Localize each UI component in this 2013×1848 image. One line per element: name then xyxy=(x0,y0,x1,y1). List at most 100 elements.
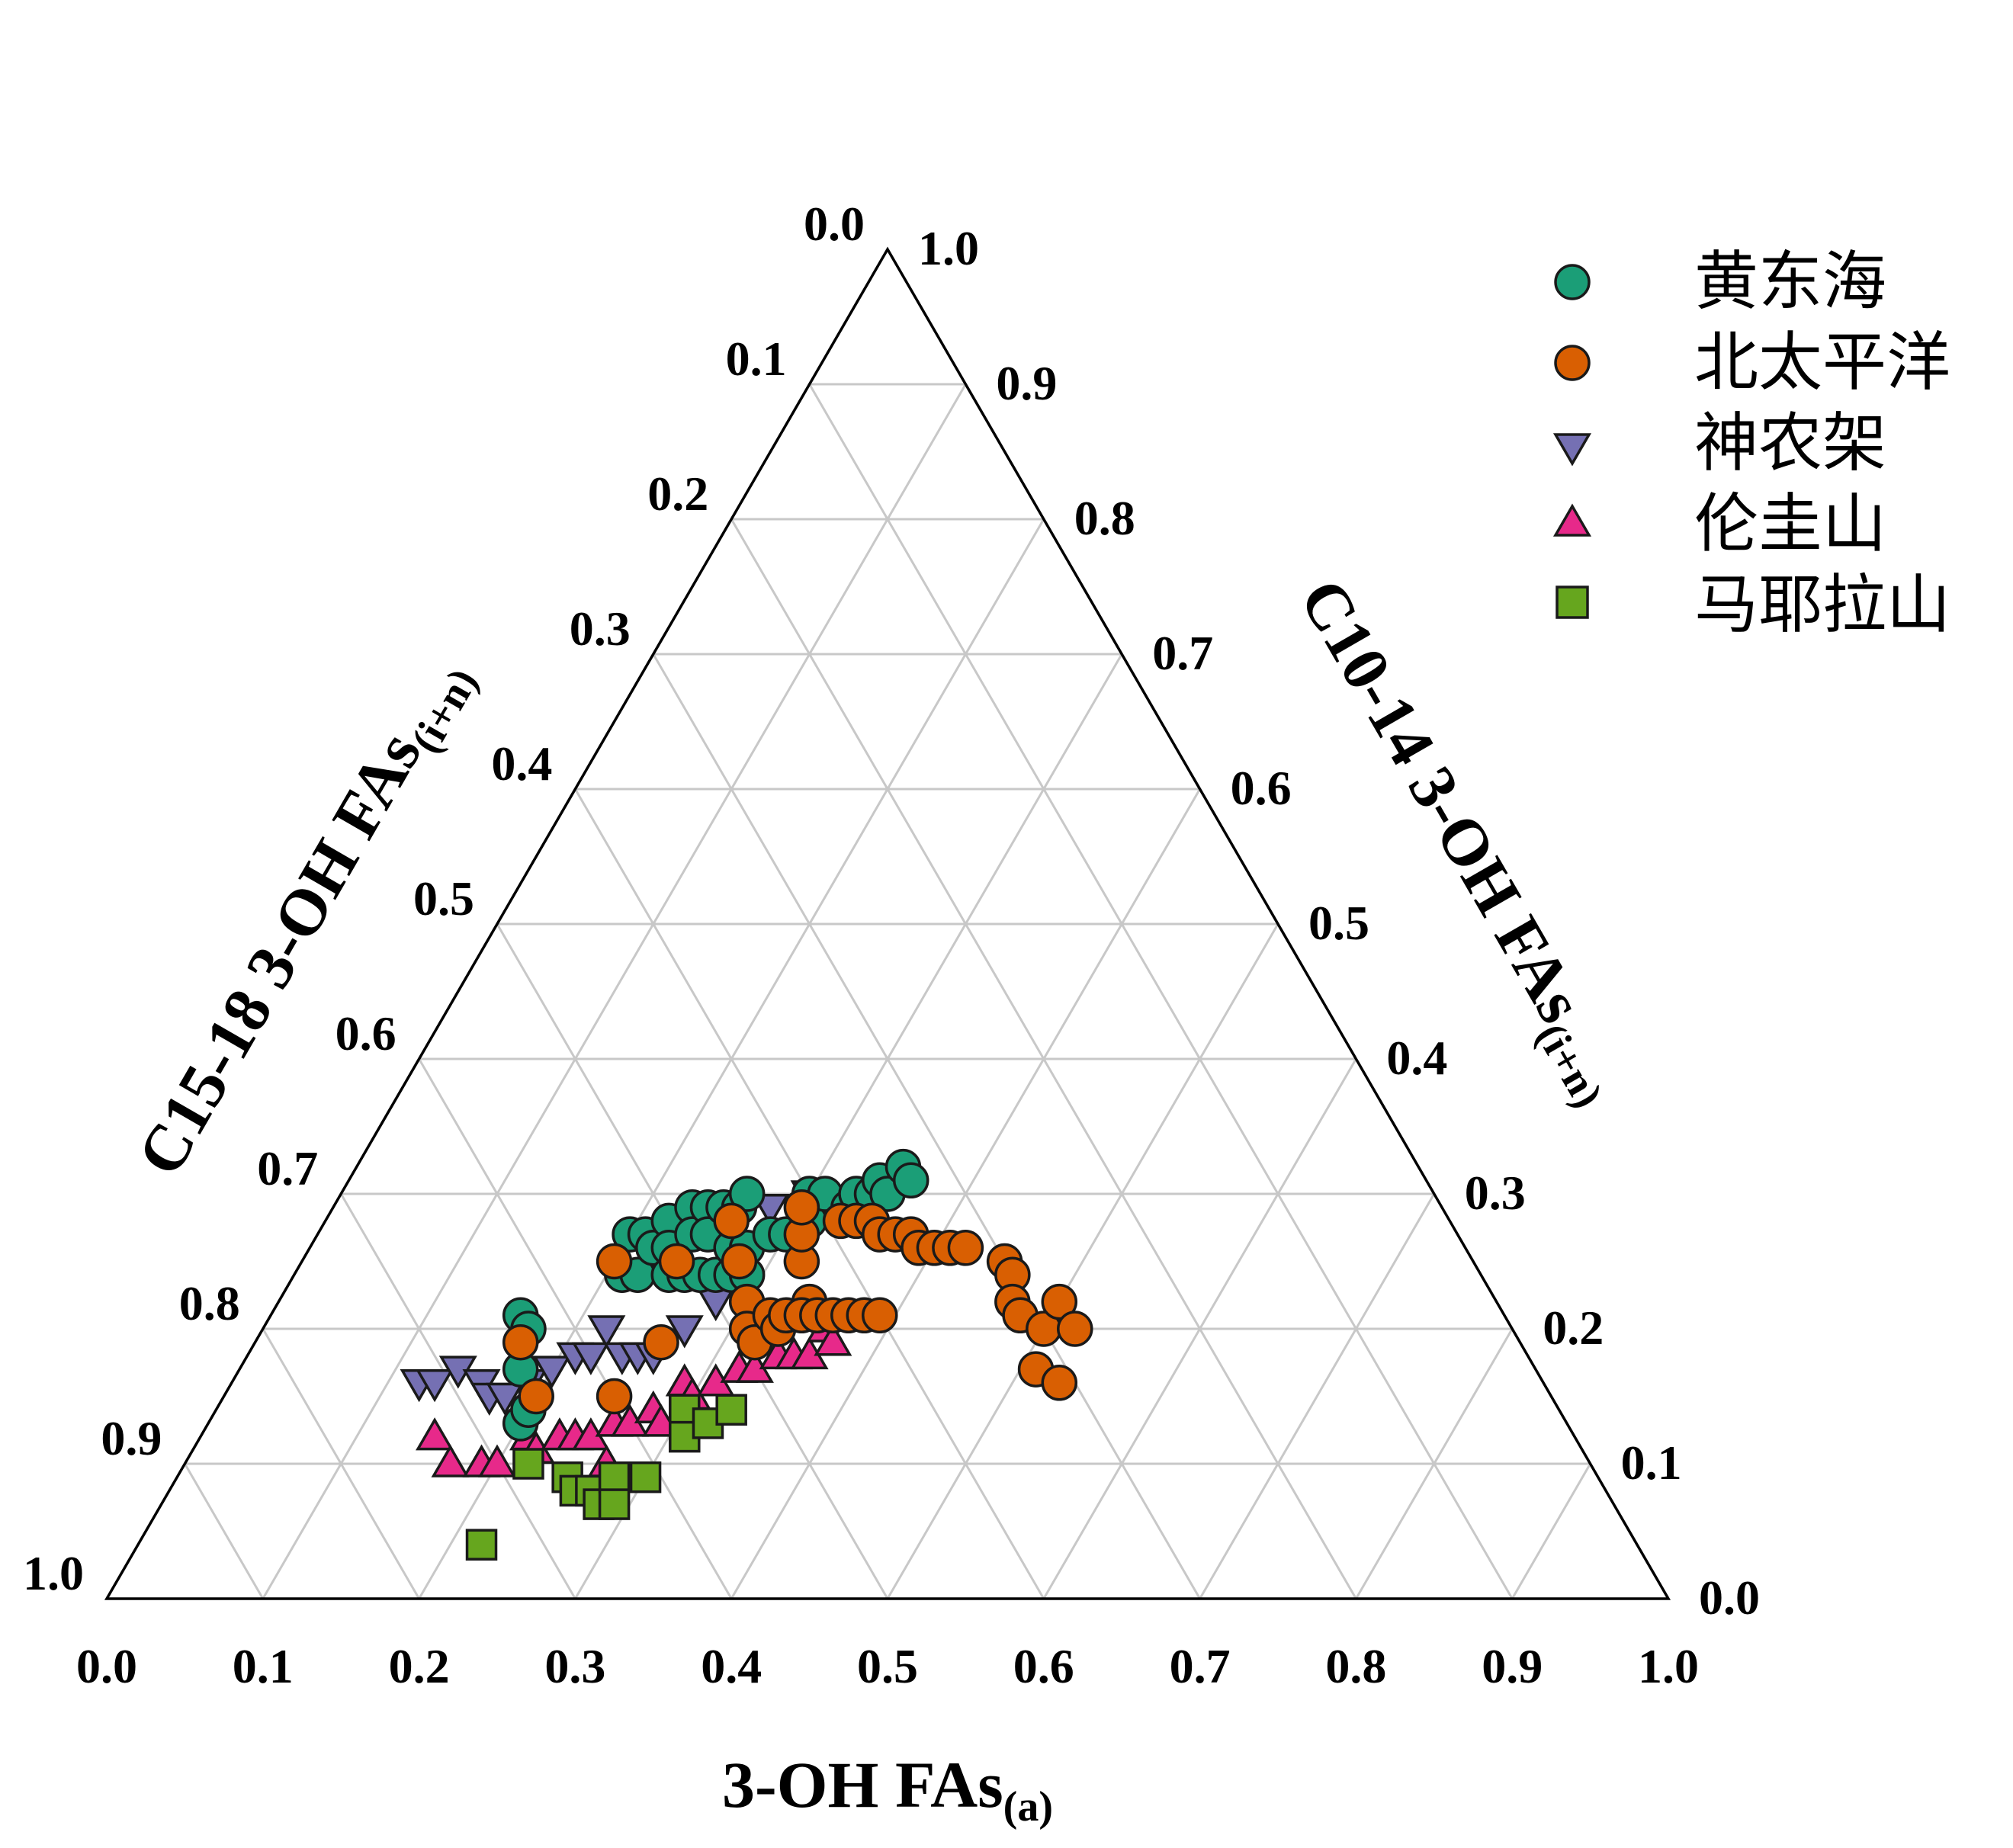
data-point-square xyxy=(715,1394,747,1426)
data-point-circle xyxy=(783,1189,820,1226)
left-tick-label: 0.1 xyxy=(726,332,787,386)
right-tick-label: 0.9 xyxy=(996,356,1057,410)
legend-label: 伦圭山 xyxy=(1694,486,1886,561)
bottom-tick-label: 0.8 xyxy=(1325,1639,1386,1693)
data-point-circle xyxy=(721,1243,758,1280)
data-point-circle xyxy=(862,1297,898,1334)
data-point-circle xyxy=(1041,1283,1078,1320)
bottom-tick-label: 0.7 xyxy=(1170,1639,1231,1693)
data-point-triangle-down xyxy=(665,1315,704,1349)
left-tick-label: 0.9 xyxy=(101,1411,162,1465)
right-tick-label: 0.5 xyxy=(1308,896,1369,950)
data-point-square xyxy=(512,1448,544,1480)
bottom-tick-label: 0.4 xyxy=(701,1639,762,1693)
tick-labels: 0.00.0 1.00.10.1 0.90.20.2 0.80.30.3 0.70.40… xyxy=(23,197,1760,1693)
data-point-circle xyxy=(1041,1365,1078,1401)
data-point-square xyxy=(598,1488,631,1520)
right-tick-label: 0.1 xyxy=(1621,1436,1682,1490)
data-point-triangle-down xyxy=(532,1356,571,1389)
right-tick-label: 1.0 xyxy=(918,221,979,275)
grid-line xyxy=(574,653,1123,1599)
grid-line xyxy=(262,383,967,1599)
data-point-circle xyxy=(596,1378,633,1415)
data-point-triangle-down xyxy=(696,1288,735,1322)
bottom-tick-label: 0.6 xyxy=(1013,1639,1074,1693)
legend-marker-triangle-down xyxy=(1552,433,1592,467)
bottom-tick-label: 0.1 xyxy=(233,1639,294,1693)
legend-marker-square xyxy=(1556,586,1589,619)
left-tick-label: 0.3 xyxy=(570,602,631,656)
grid-line xyxy=(418,1058,733,1599)
left-tick-label: 1.0 xyxy=(23,1546,84,1600)
data-point-circle xyxy=(713,1202,750,1240)
data-point-triangle-up xyxy=(477,1444,517,1477)
right-tick-label: 0.3 xyxy=(1465,1166,1526,1220)
data-point-triangle-up xyxy=(814,1323,852,1356)
left-tick-label: 0.8 xyxy=(179,1276,240,1330)
legend-label: 神农架 xyxy=(1694,406,1886,480)
grid-line xyxy=(1355,1328,1514,1599)
right-tick-label: 0.8 xyxy=(1074,491,1135,545)
grid-line xyxy=(1511,1463,1591,1599)
data-points xyxy=(400,1148,1093,1561)
left-tick-label: 0.5 xyxy=(413,871,474,926)
grid-line xyxy=(339,1193,576,1599)
legend-label: 北太平洋 xyxy=(1694,325,1950,399)
grid-line xyxy=(1042,1058,1357,1599)
data-point-triangle-down xyxy=(486,1382,525,1416)
grid-line xyxy=(262,1328,420,1599)
data-point-circle xyxy=(947,1230,984,1266)
legend-item-2: 神农架 xyxy=(1552,406,1886,480)
legend-label: 黄东海 xyxy=(1694,244,1886,319)
legend-item-3: 伦圭山 xyxy=(1552,486,1886,561)
grid-line xyxy=(886,923,1279,1599)
legend-item-1: 北太平洋 xyxy=(1554,325,1950,399)
grid-line xyxy=(652,653,1201,1599)
grid-line xyxy=(1199,1193,1436,1599)
legend-label: 马耶拉山 xyxy=(1694,567,1950,642)
bottom-tick-label: 0.2 xyxy=(389,1639,450,1693)
data-point-circle xyxy=(728,1176,766,1212)
left-tick-label: 0.4 xyxy=(491,736,552,791)
data-point-square xyxy=(629,1461,662,1493)
data-point-circle xyxy=(892,1162,929,1199)
data-point-circle xyxy=(658,1243,695,1280)
data-point-circle xyxy=(502,1323,539,1361)
grid-line xyxy=(184,1463,265,1599)
bottom-tick-label: 0.0 xyxy=(76,1639,137,1693)
legend-marker-circle xyxy=(1554,345,1591,381)
data-point-triangle-up xyxy=(431,1444,470,1477)
bottom-tick-label: 0.5 xyxy=(857,1639,918,1693)
right-tick-label: 0.7 xyxy=(1152,626,1213,680)
legend-marker-circle xyxy=(1554,264,1591,300)
bottom-tick-label: 1.0 xyxy=(1638,1639,1699,1693)
data-point-square xyxy=(465,1529,498,1561)
data-point-square xyxy=(598,1461,631,1493)
data-point-circle xyxy=(643,1323,679,1361)
data-point-circle xyxy=(518,1378,554,1415)
bottom-tick-label: 0.3 xyxy=(544,1639,605,1693)
legend: 黄东海 北太平洋 神农架 伦圭山 马耶拉山 xyxy=(1552,244,1950,642)
bottom-tick-label: 0.9 xyxy=(1482,1639,1543,1693)
data-point-triangle-down xyxy=(416,1369,454,1403)
right-tick-label: 0.4 xyxy=(1386,1031,1447,1085)
grid-lines xyxy=(184,383,1591,1599)
legend-marker-triangle-up xyxy=(1552,503,1592,537)
data-point-triangle-down xyxy=(587,1315,626,1349)
right-tick-label: 0.6 xyxy=(1231,761,1292,815)
left-tick-label: 0.0 xyxy=(804,197,865,251)
ternary-frame xyxy=(104,246,1671,1600)
data-point-triangle-up xyxy=(416,1417,454,1451)
bottom-axis-title: 3-OH FAs(a) xyxy=(722,1748,1053,1830)
data-point-triangle-down xyxy=(571,1342,610,1375)
grid-line xyxy=(808,383,1514,1599)
right-tick-label: 0.2 xyxy=(1543,1301,1604,1355)
right-tick-label: 0.0 xyxy=(1699,1570,1760,1625)
legend-item-4: 马耶拉山 xyxy=(1556,567,1950,642)
right-axis-title: C10-14 3-OH FAs(i+n) xyxy=(1278,567,1642,1116)
legend-item-0: 黄东海 xyxy=(1554,244,1886,319)
left-tick-label: 0.7 xyxy=(257,1141,318,1195)
left-tick-label: 0.6 xyxy=(336,1006,396,1060)
data-point-circle xyxy=(1057,1311,1093,1347)
